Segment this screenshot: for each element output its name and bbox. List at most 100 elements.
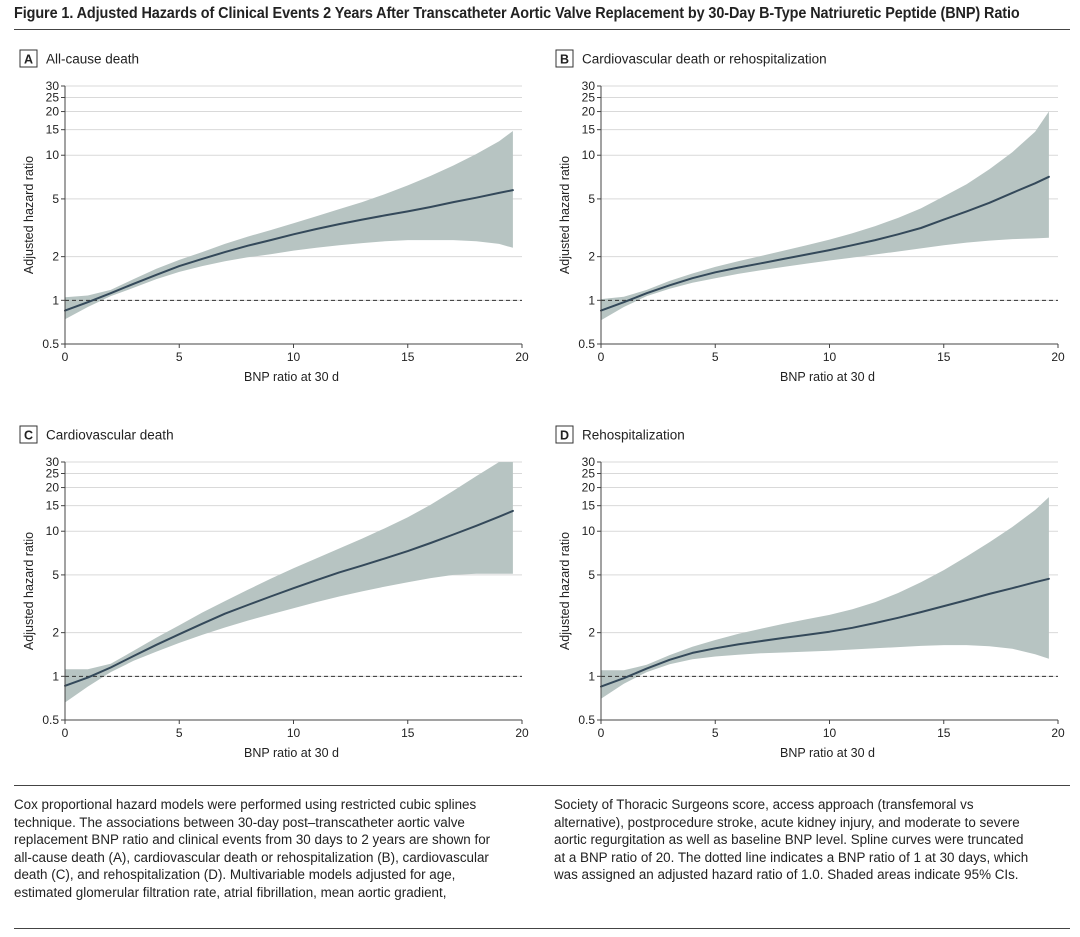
x-axis-label: BNP ratio at 30 d (244, 746, 339, 760)
x-tick-label: 15 (937, 350, 951, 364)
y-tick-label: 30 (582, 79, 596, 93)
x-tick-label: 5 (712, 726, 719, 740)
y-axis-label: Adjusted hazard ratio (558, 156, 572, 274)
x-tick-label: 5 (176, 726, 183, 740)
y-tick-label: 5 (588, 192, 595, 206)
y-tick-label: 20 (46, 105, 60, 119)
y-tick-label: 30 (582, 455, 596, 469)
x-tick-label: 0 (598, 350, 605, 364)
x-tick-label: 10 (823, 726, 837, 740)
panel-title: Cardiovascular death or rehospitalizatio… (582, 52, 827, 67)
panel-title: Rehospitalization (582, 428, 685, 443)
caption-line: alternative), postprocedure stroke, acut… (554, 814, 1020, 830)
ci-band (65, 462, 513, 703)
x-axis-label: BNP ratio at 30 d (780, 370, 875, 384)
y-tick-label: 2 (52, 250, 59, 264)
y-tick-label: 10 (582, 524, 596, 538)
y-tick-label: 25 (582, 90, 596, 104)
y-tick-label: 30 (46, 455, 60, 469)
y-tick-label: 20 (582, 105, 596, 119)
x-tick-label: 20 (1051, 350, 1065, 364)
panel-letter-box (19, 425, 38, 444)
spline-curve (600, 577, 1050, 688)
panel-b: B Cardiovascular death or rehospitalizati… (555, 49, 1065, 384)
x-tick-label: 20 (1051, 726, 1065, 740)
panel-letter-box (555, 49, 574, 68)
x-tick-label: 5 (712, 350, 719, 364)
spline-curve (600, 175, 1050, 312)
caption-line: replacement BNP ratio and clinical event… (14, 832, 491, 847)
x-tick-label: 15 (401, 726, 415, 740)
y-axis-label: Adjusted hazard ratio (22, 532, 36, 650)
x-tick-label: 10 (287, 726, 301, 740)
x-axis-label: BNP ratio at 30 d (780, 746, 875, 760)
caption-top-rule (14, 785, 1070, 786)
y-tick-label: 15 (582, 123, 596, 137)
figure-title: Figure 1. Adjusted Hazards of Clinical E… (14, 5, 1020, 22)
y-tick-label: 2 (588, 626, 595, 640)
ci-band (601, 497, 1049, 699)
y-tick-label: 20 (46, 481, 60, 495)
y-tick-label: 10 (582, 148, 596, 162)
caption-line: Cox proportional hazard models were perf… (14, 797, 477, 812)
panel-letter: C (24, 429, 33, 443)
y-tick-label: 5 (588, 568, 595, 582)
caption-line: estimated glomerular filtration rate, at… (14, 884, 447, 900)
x-tick-label: 20 (515, 350, 529, 364)
y-tick-label: 20 (582, 481, 596, 495)
panel-title: Cardiovascular death (46, 428, 174, 443)
spline-curve (64, 189, 514, 312)
y-tick-label: 15 (46, 499, 60, 513)
y-axis-label: Adjusted hazard ratio (558, 532, 572, 650)
x-tick-label: 0 (62, 350, 69, 364)
x-tick-label: 10 (823, 350, 837, 364)
y-tick-label: 15 (46, 123, 60, 137)
y-tick-label: 15 (582, 499, 596, 513)
y-tick-label: 0.5 (42, 337, 59, 351)
y-tick-label: 1 (52, 669, 59, 683)
x-tick-label: 10 (287, 350, 301, 364)
x-tick-label: 15 (937, 726, 951, 740)
y-tick-label: 25 (46, 466, 60, 480)
y-tick-label: 1 (588, 669, 595, 683)
caption-line: all-cause death (A), cardiovascular deat… (14, 849, 489, 865)
y-tick-label: 2 (588, 250, 595, 264)
y-tick-label: 0.5 (578, 337, 595, 351)
ci-band (601, 111, 1049, 321)
y-tick-label: 10 (46, 148, 60, 162)
panel-letter-box (555, 425, 574, 444)
title-rule (14, 29, 1070, 30)
caption-bottom-rule (14, 928, 1070, 929)
panel-letter: A (24, 53, 33, 67)
y-tick-label: 5 (52, 192, 59, 206)
y-tick-label: 0.5 (42, 713, 59, 727)
caption-line: death (C), and rehospitalization (D). Mu… (14, 867, 456, 882)
y-tick-label: 5 (52, 568, 59, 582)
caption-line: technique. The associations between 30-d… (14, 814, 465, 830)
y-tick-label: 30 (46, 79, 60, 93)
x-tick-label: 20 (515, 726, 529, 740)
x-tick-label: 15 (401, 350, 415, 364)
y-tick-label: 1 (52, 293, 59, 307)
x-tick-label: 5 (176, 350, 183, 364)
panel-letter: D (560, 429, 569, 443)
x-tick-label: 0 (62, 726, 69, 740)
caption-left-column: Cox proportional hazard models were perf… (14, 796, 529, 901)
y-tick-label: 2 (52, 626, 59, 640)
caption-line: was assigned an adjusted hazard ratio of… (554, 867, 1019, 882)
y-tick-label: 1 (588, 293, 595, 307)
spline-curve (64, 509, 514, 687)
panel-title: All-cause death (46, 52, 139, 67)
y-tick-label: 25 (582, 466, 596, 480)
x-axis-label: BNP ratio at 30 d (244, 370, 339, 384)
y-tick-label: 10 (46, 524, 60, 538)
x-tick-label: 0 (598, 726, 605, 740)
panel-letter-box (19, 49, 38, 68)
y-axis-label: Adjusted hazard ratio (22, 156, 36, 274)
caption-line: Society of Thoracic Surgeons score, acce… (554, 797, 974, 812)
caption-line: aortic regurgitation as well as baseline… (554, 832, 1024, 847)
panel-letter: B (560, 53, 569, 67)
